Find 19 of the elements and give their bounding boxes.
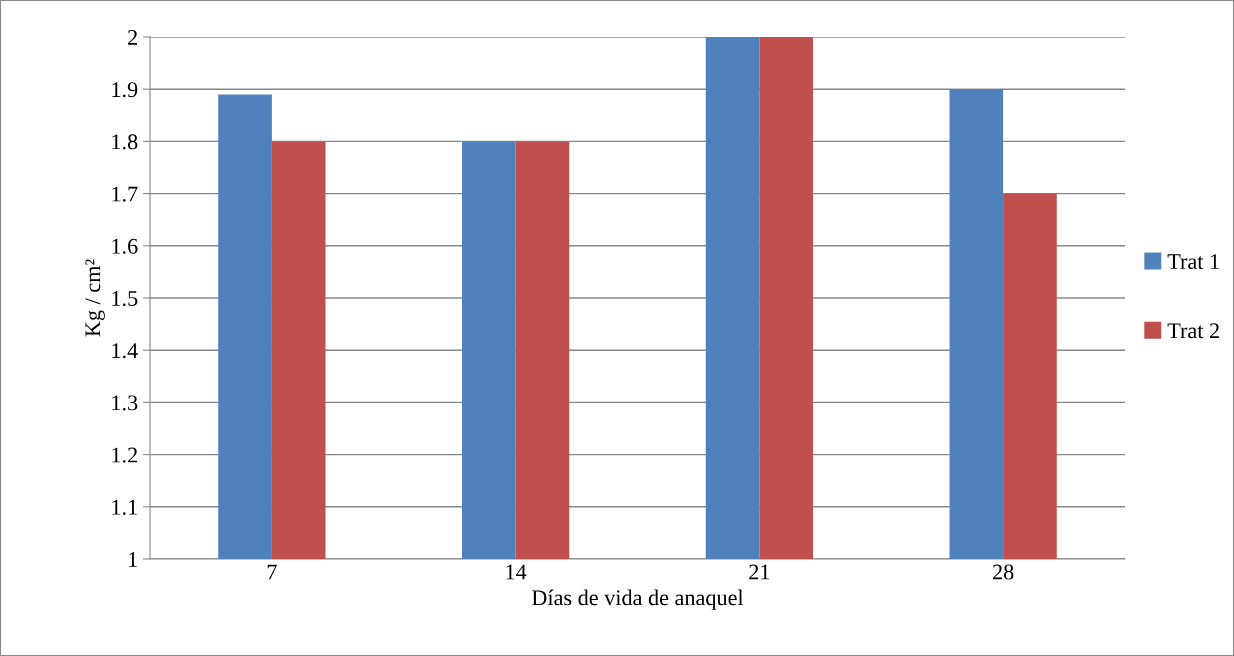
y-tick-label: 1.4 [112,343,138,359]
y-tick-label: 1.3 [112,395,138,411]
y-tick-label: 1.1 [112,499,137,515]
x-tick-label: 21 [749,564,770,580]
y-tick-label: 1.9 [112,82,138,98]
legend-label: Trat 1 [1167,254,1219,270]
y-tick-label: 1.6 [112,238,138,254]
y-tick-label: 1.5 [112,291,138,307]
y-tick-label: 1.2 [112,447,137,463]
x-axis-title: Días de vida de anaquel [532,589,744,610]
y-tick-label: 1.7 [112,186,138,202]
x-tick-label: 28 [992,564,1014,580]
y-tick-label: 1.8 [112,134,138,150]
x-tick-label: 7 [267,564,277,580]
y-axis-title: Kg / cm² [85,259,105,337]
legend-label: Trat 2 [1167,323,1219,339]
y-tick-label: 2 [128,29,137,45]
y-tick-label: 1 [129,552,137,567]
x-tick-label: 14 [506,564,527,580]
